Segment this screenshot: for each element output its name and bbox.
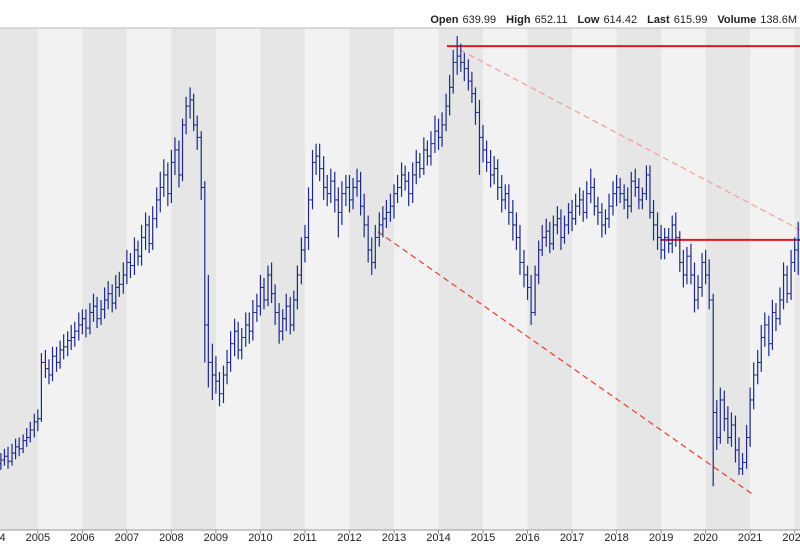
year-band xyxy=(527,28,573,530)
header-label: Open xyxy=(430,14,458,26)
year-band xyxy=(215,28,261,530)
year-band xyxy=(260,28,305,530)
plot-area xyxy=(0,28,800,530)
x-tick-label: 2006 xyxy=(70,532,94,544)
header-value: 615.99 xyxy=(674,14,708,26)
x-tick-label: 2008 xyxy=(159,532,183,544)
year-band xyxy=(794,28,800,530)
x-tick-label: 2020 xyxy=(693,532,717,544)
trendline xyxy=(377,231,753,495)
x-tick-label: 2013 xyxy=(382,532,406,544)
header-value: 652.11 xyxy=(535,14,568,26)
x-tick-label: 2015 xyxy=(471,532,495,544)
x-tick-label: 2019 xyxy=(649,532,673,544)
quote-header: Open 639.99 High 652.11 Low 614.42 Last 615.99 V… xyxy=(430,14,797,26)
x-tick-label: 2022 xyxy=(782,532,800,544)
x-tick-label: 2018 xyxy=(604,532,628,544)
header-label: Last xyxy=(647,14,670,26)
header-value: 639.99 xyxy=(463,14,497,26)
year-band xyxy=(349,28,394,530)
year-band xyxy=(483,28,528,530)
year-band xyxy=(705,28,751,530)
year-band xyxy=(126,28,172,530)
header-label: Low xyxy=(577,14,599,26)
header-value: 614.42 xyxy=(603,14,637,26)
header-value: 138.6M xyxy=(760,14,797,26)
x-tick-label: 2010 xyxy=(248,532,272,544)
x-tick-label: 2012 xyxy=(337,532,361,544)
year-band xyxy=(37,28,83,530)
header-label: High xyxy=(506,14,531,26)
year-band xyxy=(616,28,662,530)
x-tick-label: 2004 xyxy=(0,532,6,544)
trendline xyxy=(459,49,800,231)
x-tick-label: 2014 xyxy=(426,532,450,544)
x-tick-label: 2005 xyxy=(26,532,50,544)
x-tick-label: 2009 xyxy=(204,532,228,544)
x-tick-label: 2017 xyxy=(560,532,584,544)
year-band xyxy=(304,28,350,530)
year-band xyxy=(572,28,617,530)
x-tick-label: 2011 xyxy=(293,532,317,544)
year-band xyxy=(393,28,439,530)
x-tick-label: 2007 xyxy=(115,532,139,544)
x-tick-label: 2021 xyxy=(738,532,762,544)
x-tick-label: 2016 xyxy=(515,532,539,544)
header-label: Volume xyxy=(717,14,756,26)
year-band xyxy=(82,28,127,530)
year-band xyxy=(750,28,795,530)
